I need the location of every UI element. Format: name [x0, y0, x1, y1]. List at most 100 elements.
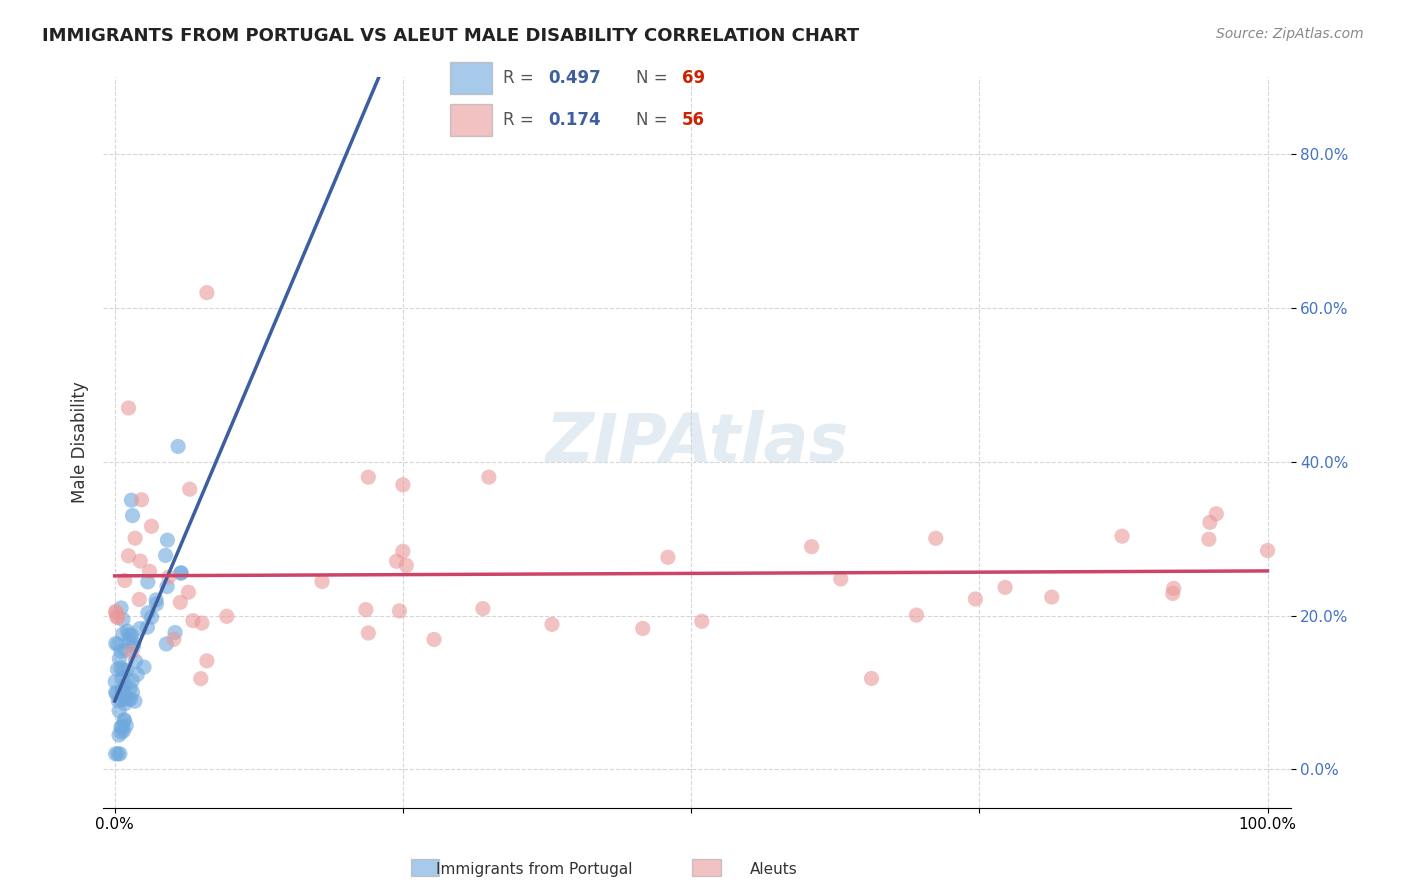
Point [104, 636, 127, 650]
Point [104, 674, 127, 689]
Point [107, 637, 129, 651]
Point [110, 661, 132, 675]
Point [129, 554, 152, 568]
Point [104, 685, 127, 699]
Point [478, 470, 501, 484]
Point [117, 549, 139, 563]
Point [392, 544, 415, 558]
Text: 56: 56 [682, 112, 704, 129]
Point [155, 549, 177, 563]
Text: Aleuts: Aleuts [749, 863, 797, 877]
Point [1040, 590, 1063, 604]
Point [124, 694, 146, 708]
Point [115, 664, 138, 678]
Point [1198, 533, 1220, 547]
Point [110, 644, 132, 658]
Point [117, 624, 139, 639]
Point [1199, 516, 1222, 530]
Point [195, 654, 218, 668]
Point [965, 592, 987, 607]
Text: IMMIGRANTS FROM PORTUGAL VS ALEUT MALE DISABILITY CORRELATION CHART: IMMIGRANTS FROM PORTUGAL VS ALEUT MALE D… [42, 27, 859, 45]
Text: Immigrants from Portugal: Immigrants from Portugal [436, 863, 633, 877]
Point [423, 632, 446, 647]
Point [112, 684, 135, 698]
Point [311, 574, 333, 589]
Point [121, 673, 143, 688]
Point [118, 634, 141, 648]
Point [190, 672, 212, 686]
Point [107, 694, 129, 708]
Point [136, 606, 159, 620]
Point [138, 564, 160, 578]
Point [388, 604, 411, 618]
Point [112, 723, 135, 738]
Point [104, 604, 127, 618]
Text: 69: 69 [682, 70, 704, 87]
Point [108, 704, 131, 718]
Point [114, 574, 136, 588]
Point [800, 540, 823, 554]
Point [925, 532, 948, 546]
Point [156, 580, 179, 594]
Point [114, 642, 136, 657]
Point [105, 610, 128, 624]
Point [169, 595, 191, 609]
Point [215, 609, 238, 624]
Text: R =: R = [503, 70, 538, 87]
Point [541, 617, 564, 632]
Point [1257, 543, 1279, 558]
Text: N =: N = [636, 70, 673, 87]
Point [107, 662, 129, 676]
Point [121, 685, 143, 699]
Point [141, 519, 163, 533]
Point [110, 725, 132, 739]
Point [112, 663, 135, 677]
Point [167, 439, 190, 453]
Point [111, 720, 134, 734]
Point [114, 697, 136, 711]
Point [124, 531, 146, 545]
Point [112, 713, 135, 727]
Point [994, 581, 1017, 595]
Point [115, 718, 138, 732]
Point [145, 597, 167, 611]
Text: 0.174: 0.174 [548, 112, 600, 129]
FancyBboxPatch shape [692, 858, 721, 876]
Point [177, 585, 200, 599]
Y-axis label: Male Disability: Male Disability [72, 382, 89, 503]
Point [104, 606, 127, 620]
Point [107, 747, 129, 761]
Point [690, 615, 713, 629]
Point [108, 651, 131, 665]
Point [1111, 529, 1133, 543]
Point [165, 625, 187, 640]
Point [1161, 586, 1184, 600]
Point [631, 622, 654, 636]
Point [118, 628, 141, 642]
Point [117, 692, 139, 706]
Text: R =: R = [503, 112, 538, 129]
Point [128, 622, 150, 636]
Point [111, 613, 134, 627]
Point [860, 672, 883, 686]
FancyBboxPatch shape [450, 104, 492, 136]
Point [657, 550, 679, 565]
Point [121, 508, 143, 523]
Point [157, 570, 180, 584]
Point [357, 626, 380, 640]
Point [104, 747, 127, 761]
Point [131, 492, 153, 507]
Point [120, 692, 142, 706]
Point [112, 690, 135, 704]
Point [169, 566, 191, 581]
Point [1163, 582, 1185, 596]
Point [122, 636, 145, 650]
Point [108, 747, 131, 761]
Point [136, 574, 159, 589]
Point [128, 592, 150, 607]
Point [191, 616, 214, 631]
Point [1205, 507, 1227, 521]
Point [181, 614, 204, 628]
Text: ZIPAtlas: ZIPAtlas [546, 409, 848, 475]
Point [111, 671, 134, 685]
